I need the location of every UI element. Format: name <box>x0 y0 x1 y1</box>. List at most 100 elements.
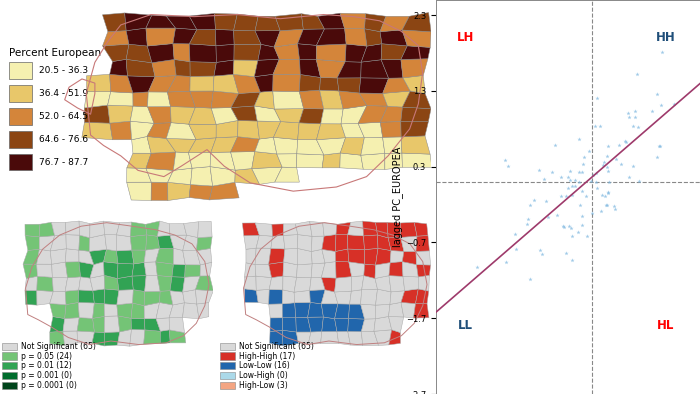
Polygon shape <box>401 107 431 122</box>
Polygon shape <box>360 304 376 319</box>
Point <box>584 148 595 154</box>
Point <box>522 216 533 223</box>
Polygon shape <box>254 91 274 109</box>
Polygon shape <box>295 302 310 318</box>
Polygon shape <box>210 152 235 170</box>
Polygon shape <box>167 16 197 30</box>
Polygon shape <box>118 316 132 332</box>
Polygon shape <box>274 109 304 123</box>
Point <box>503 162 514 169</box>
Point <box>591 185 602 191</box>
Polygon shape <box>190 167 213 186</box>
Point <box>647 108 658 114</box>
Bar <box>220 343 235 350</box>
Polygon shape <box>361 331 379 346</box>
Text: HL: HL <box>657 319 674 332</box>
Polygon shape <box>127 153 151 168</box>
Polygon shape <box>246 248 256 264</box>
Polygon shape <box>132 250 146 264</box>
Bar <box>8 85 32 102</box>
Point <box>555 175 566 181</box>
Polygon shape <box>36 264 52 277</box>
Polygon shape <box>200 262 212 276</box>
Point <box>562 185 573 191</box>
Point <box>620 138 631 144</box>
Polygon shape <box>244 235 259 249</box>
Polygon shape <box>147 123 171 138</box>
Point <box>602 143 613 149</box>
Polygon shape <box>183 303 199 319</box>
Point <box>561 193 572 199</box>
Point <box>540 198 552 204</box>
Polygon shape <box>274 44 300 60</box>
Polygon shape <box>214 60 234 76</box>
Polygon shape <box>65 249 79 262</box>
Point <box>656 102 667 109</box>
Polygon shape <box>256 276 272 290</box>
Polygon shape <box>358 106 388 123</box>
Polygon shape <box>133 92 148 107</box>
Point <box>536 251 547 258</box>
Polygon shape <box>374 330 392 346</box>
Polygon shape <box>197 237 212 251</box>
Point <box>651 91 662 97</box>
Polygon shape <box>169 223 186 235</box>
Polygon shape <box>400 236 417 251</box>
Polygon shape <box>321 109 343 124</box>
Point <box>499 156 510 163</box>
Polygon shape <box>416 236 429 251</box>
Text: HH: HH <box>656 32 676 45</box>
Y-axis label: lagged PC_EUROPEA: lagged PC_EUROPEA <box>392 147 403 247</box>
Polygon shape <box>282 330 298 346</box>
Polygon shape <box>66 235 80 250</box>
Polygon shape <box>244 263 256 277</box>
Polygon shape <box>104 275 119 290</box>
Polygon shape <box>84 92 111 108</box>
Polygon shape <box>284 234 298 249</box>
Point <box>630 114 641 120</box>
Polygon shape <box>414 222 428 236</box>
Point <box>632 124 643 130</box>
Polygon shape <box>195 290 214 304</box>
Polygon shape <box>211 108 238 125</box>
Point <box>500 259 512 266</box>
Polygon shape <box>90 275 105 290</box>
Polygon shape <box>274 122 299 139</box>
Polygon shape <box>321 277 336 292</box>
Point <box>522 221 533 227</box>
Polygon shape <box>255 31 280 47</box>
Polygon shape <box>104 262 118 279</box>
Polygon shape <box>125 13 152 31</box>
Polygon shape <box>321 290 338 304</box>
Polygon shape <box>102 44 129 61</box>
Polygon shape <box>82 123 113 140</box>
Point <box>629 108 641 114</box>
Polygon shape <box>90 262 104 278</box>
Polygon shape <box>381 59 403 78</box>
Polygon shape <box>170 291 184 305</box>
Polygon shape <box>402 251 416 264</box>
Polygon shape <box>245 289 258 303</box>
Polygon shape <box>146 15 176 28</box>
Polygon shape <box>50 249 66 264</box>
Polygon shape <box>348 331 363 346</box>
Polygon shape <box>254 106 281 122</box>
Point <box>601 152 612 159</box>
Bar <box>2 353 17 360</box>
Polygon shape <box>147 136 176 153</box>
Polygon shape <box>126 59 155 77</box>
Polygon shape <box>104 316 120 333</box>
Point <box>524 276 536 282</box>
Polygon shape <box>318 13 344 29</box>
Polygon shape <box>345 44 367 62</box>
Point <box>654 143 666 149</box>
Polygon shape <box>348 235 365 250</box>
Polygon shape <box>37 276 53 292</box>
Point <box>652 154 663 160</box>
Polygon shape <box>385 153 402 169</box>
Polygon shape <box>169 303 184 318</box>
Bar <box>220 362 235 369</box>
Point <box>596 208 607 214</box>
Polygon shape <box>216 44 234 62</box>
Polygon shape <box>190 62 216 76</box>
